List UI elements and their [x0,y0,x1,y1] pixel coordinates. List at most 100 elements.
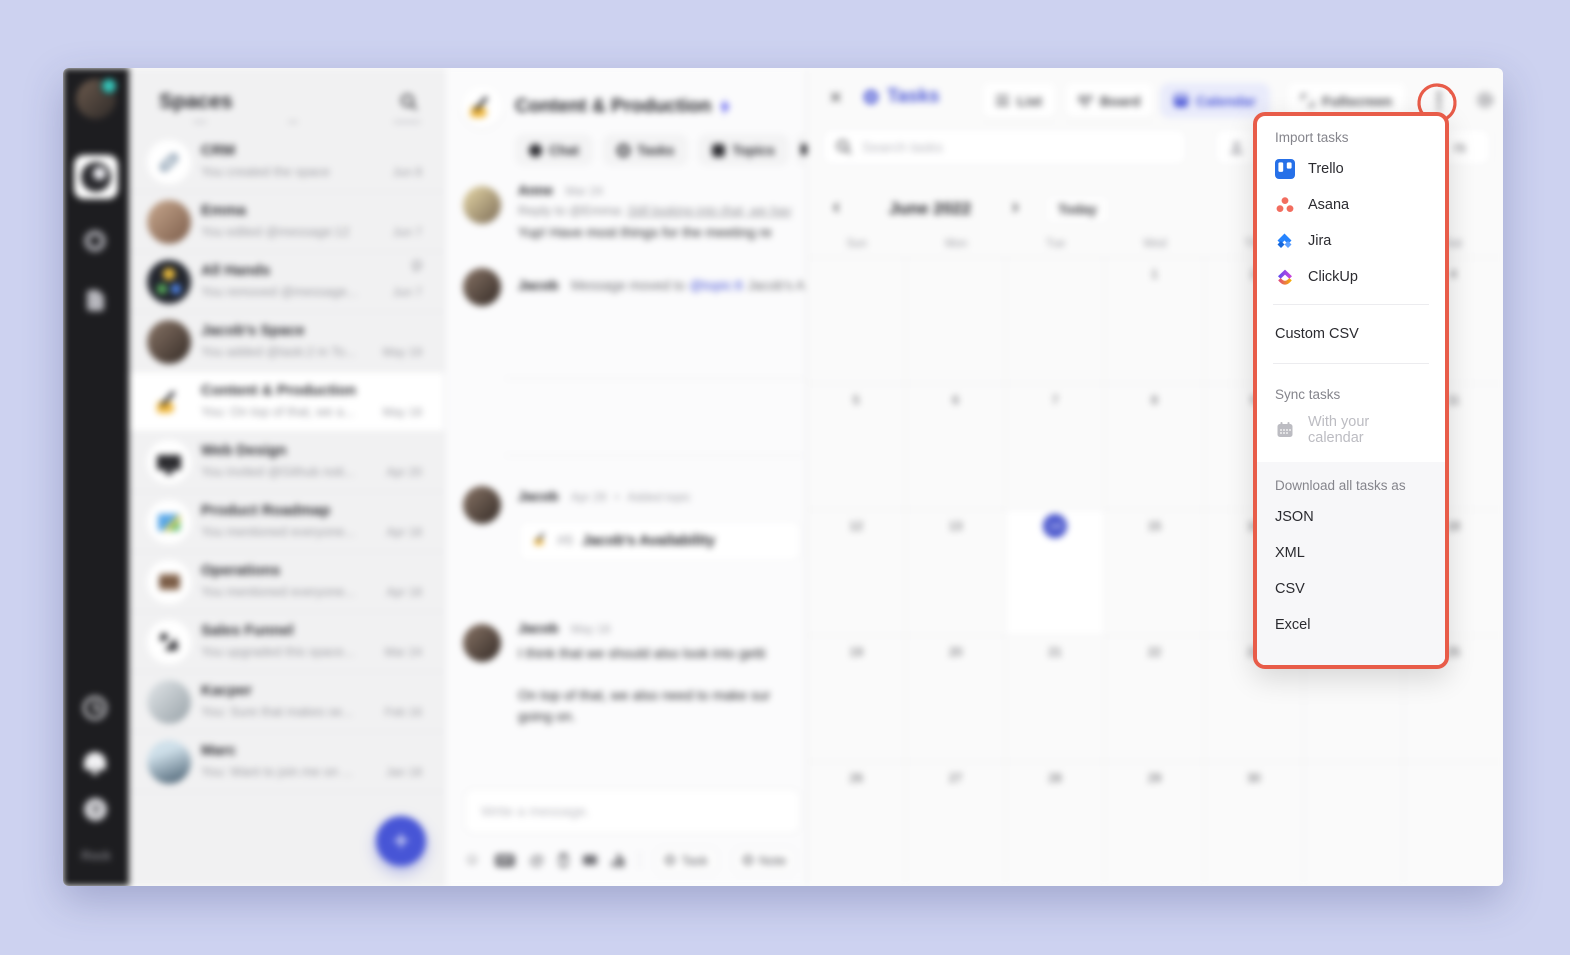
workspace-tile[interactable] [74,155,118,199]
search-tasks-input[interactable] [862,139,1173,155]
history-icon[interactable] [83,696,107,720]
space-item-product-roadmap[interactable]: Product Roadmap You mentioned everyone..… [129,492,444,552]
space-item-jacobs-space[interactable]: Jacob's Space You added @task:2 in To...… [129,312,444,372]
calendar-cell[interactable]: 4 [1403,257,1503,383]
message-input[interactable] [481,803,784,819]
message-anne: Anne Mar 24 Reply to @Emma: Still lookin… [445,182,806,243]
calendar-cell[interactable]: 15 [1105,509,1205,635]
calendar-cell[interactable]: 30 [1204,761,1305,886]
add-space-button[interactable]: + [376,816,426,866]
notes-icon[interactable] [87,289,105,311]
calendar-cell[interactable]: 27 [906,761,1006,886]
calendar-cell[interactable]: 28 [1005,761,1106,886]
tab-chat[interactable]: Chat [515,134,593,166]
today-button[interactable]: Today [1044,194,1111,225]
reply-reference[interactable]: Reply to @Emma: Still looking into that,… [518,203,792,218]
help-icon[interactable]: ? [84,798,107,821]
calendar-cell[interactable] [1403,761,1503,886]
calendar-cell[interactable]: 29 [1105,761,1205,886]
calendar-cell[interactable]: 18 [1403,509,1503,635]
mention-icon[interactable]: @ [529,851,545,869]
space-item-web-design[interactable]: Web Design You invited @Github noti... A… [129,432,444,492]
writing-hand-avatar [147,380,191,424]
calendar-cell[interactable]: 5 [807,383,907,509]
menu-header-download: Download all tasks as [1275,478,1406,493]
view-calendar-button[interactable]: Calendar [1160,83,1270,118]
calendar-cell[interactable]: 22 [1105,635,1205,761]
fullscreen-icon [1301,94,1314,107]
calendar-cell[interactable]: 12 [807,509,907,635]
menu-item-custom-csv[interactable]: Custom CSV [1275,326,1359,342]
menu-item-jira[interactable]: Jira [1257,223,1445,259]
space-item-sales-funnel[interactable]: Sales Funnel You upgraded this space... … [129,612,444,672]
message-composer[interactable] [464,788,801,834]
menu-item-csv[interactable]: CSV [1275,581,1305,597]
view-list-button[interactable]: List [982,83,1056,118]
space-item-crm[interactable]: CRM You created the space Jun 8 [129,132,444,192]
calendar-cell[interactable]: 1 [1105,257,1205,383]
gif-icon[interactable]: GIF [495,853,515,867]
calendar-cell[interactable]: 11 [1403,383,1503,509]
calendar-cell[interactable] [1005,257,1106,383]
calendar-cell[interactable]: 13 [906,509,1006,635]
note-target-icon [742,855,753,865]
tab-topics[interactable]: Topics [698,134,789,166]
assignee-filter-button[interactable] [1214,128,1258,166]
create-note-button[interactable]: Note [732,846,797,874]
menu-item-trello[interactable]: Trello [1257,151,1445,187]
space-item-emma[interactable]: Emma You edited @message:12 Jun 7 [129,192,444,252]
create-task-button[interactable]: Task [655,846,718,874]
attachment-icon[interactable] [559,852,569,868]
next-month-chevron[interactable]: › [1012,196,1019,218]
topic-link[interactable]: @topic:6 [689,278,743,293]
calendar-cell[interactable] [807,257,907,383]
menu-item-asana[interactable]: Asana [1257,187,1445,223]
space-item-content-production[interactable]: Content & Production You: On top of that… [129,372,444,432]
my-tasks-icon[interactable] [84,230,106,252]
menu-item-excel[interactable]: Excel [1275,617,1311,633]
space-item-operations[interactable]: Operations You mentioned everyone... Apr… [129,552,444,612]
calendar-cell[interactable]: 19 [807,635,907,761]
more-options-kebab-icon[interactable] [1437,92,1441,110]
menu-item-clickup[interactable]: ClickUp [1257,259,1445,295]
search-icon [836,139,852,155]
calendar-cell[interactable]: 8 [1105,383,1205,509]
calendar-cell[interactable]: 20 [906,635,1006,761]
app-name: Rock [81,848,111,863]
calendar-cell[interactable]: 21 [1005,635,1106,761]
space-item-kacper[interactable]: Kacper You: Sure that makes se... Feb 16 [129,672,444,732]
prev-month-chevron[interactable]: ‹ [833,196,840,218]
search-icon[interactable] [400,93,418,111]
view-board-button[interactable]: Board [1065,83,1155,118]
calendar-cell[interactable]: 7 [1005,383,1106,509]
calendar-cell[interactable]: 6 [906,383,1006,509]
jacob-avatar [147,320,191,364]
menu-header-sync: Sync tasks [1275,387,1341,402]
tab-partial[interactable] [796,134,810,166]
jacob-avatar[interactable] [463,268,501,306]
menu-item-xml[interactable]: XML [1275,545,1305,561]
calendar-cell[interactable] [906,257,1006,383]
user-avatar[interactable] [76,77,118,119]
video-icon[interactable] [583,855,598,865]
close-icon[interactable]: ✕ [829,90,843,107]
settings-gear-icon[interactable] [1475,90,1495,110]
space-item-all-hands[interactable]: All Hands You removed @message... Jun 7 [129,252,444,312]
anne-avatar[interactable] [463,186,501,224]
tab-tasks[interactable]: Tasks [603,134,689,166]
menu-item-json[interactable]: JSON [1275,509,1314,525]
search-tasks-field[interactable] [822,128,1187,166]
topic-card[interactable]: #6 Jacob's Availability [518,520,801,562]
calendar-icon [1275,420,1295,440]
calendar-cell[interactable]: 25 [1403,635,1503,761]
jacob-avatar[interactable] [463,486,501,524]
calendar-cell[interactable]: 26 [807,761,907,886]
jacob-avatar[interactable] [463,624,501,662]
poll-icon[interactable] [612,853,625,867]
emoji-icon[interactable]: ☺ [464,851,481,868]
menu-item-sync-calendar[interactable]: With your calendar [1257,408,1445,452]
notifications-bell-icon[interactable] [84,752,106,775]
calendar-cell-selected[interactable]: 14 [1005,509,1106,635]
calendar-cell[interactable] [1304,761,1404,886]
space-item-marc[interactable]: Marc You: Want to join me on ... Jan 18 [129,732,444,792]
